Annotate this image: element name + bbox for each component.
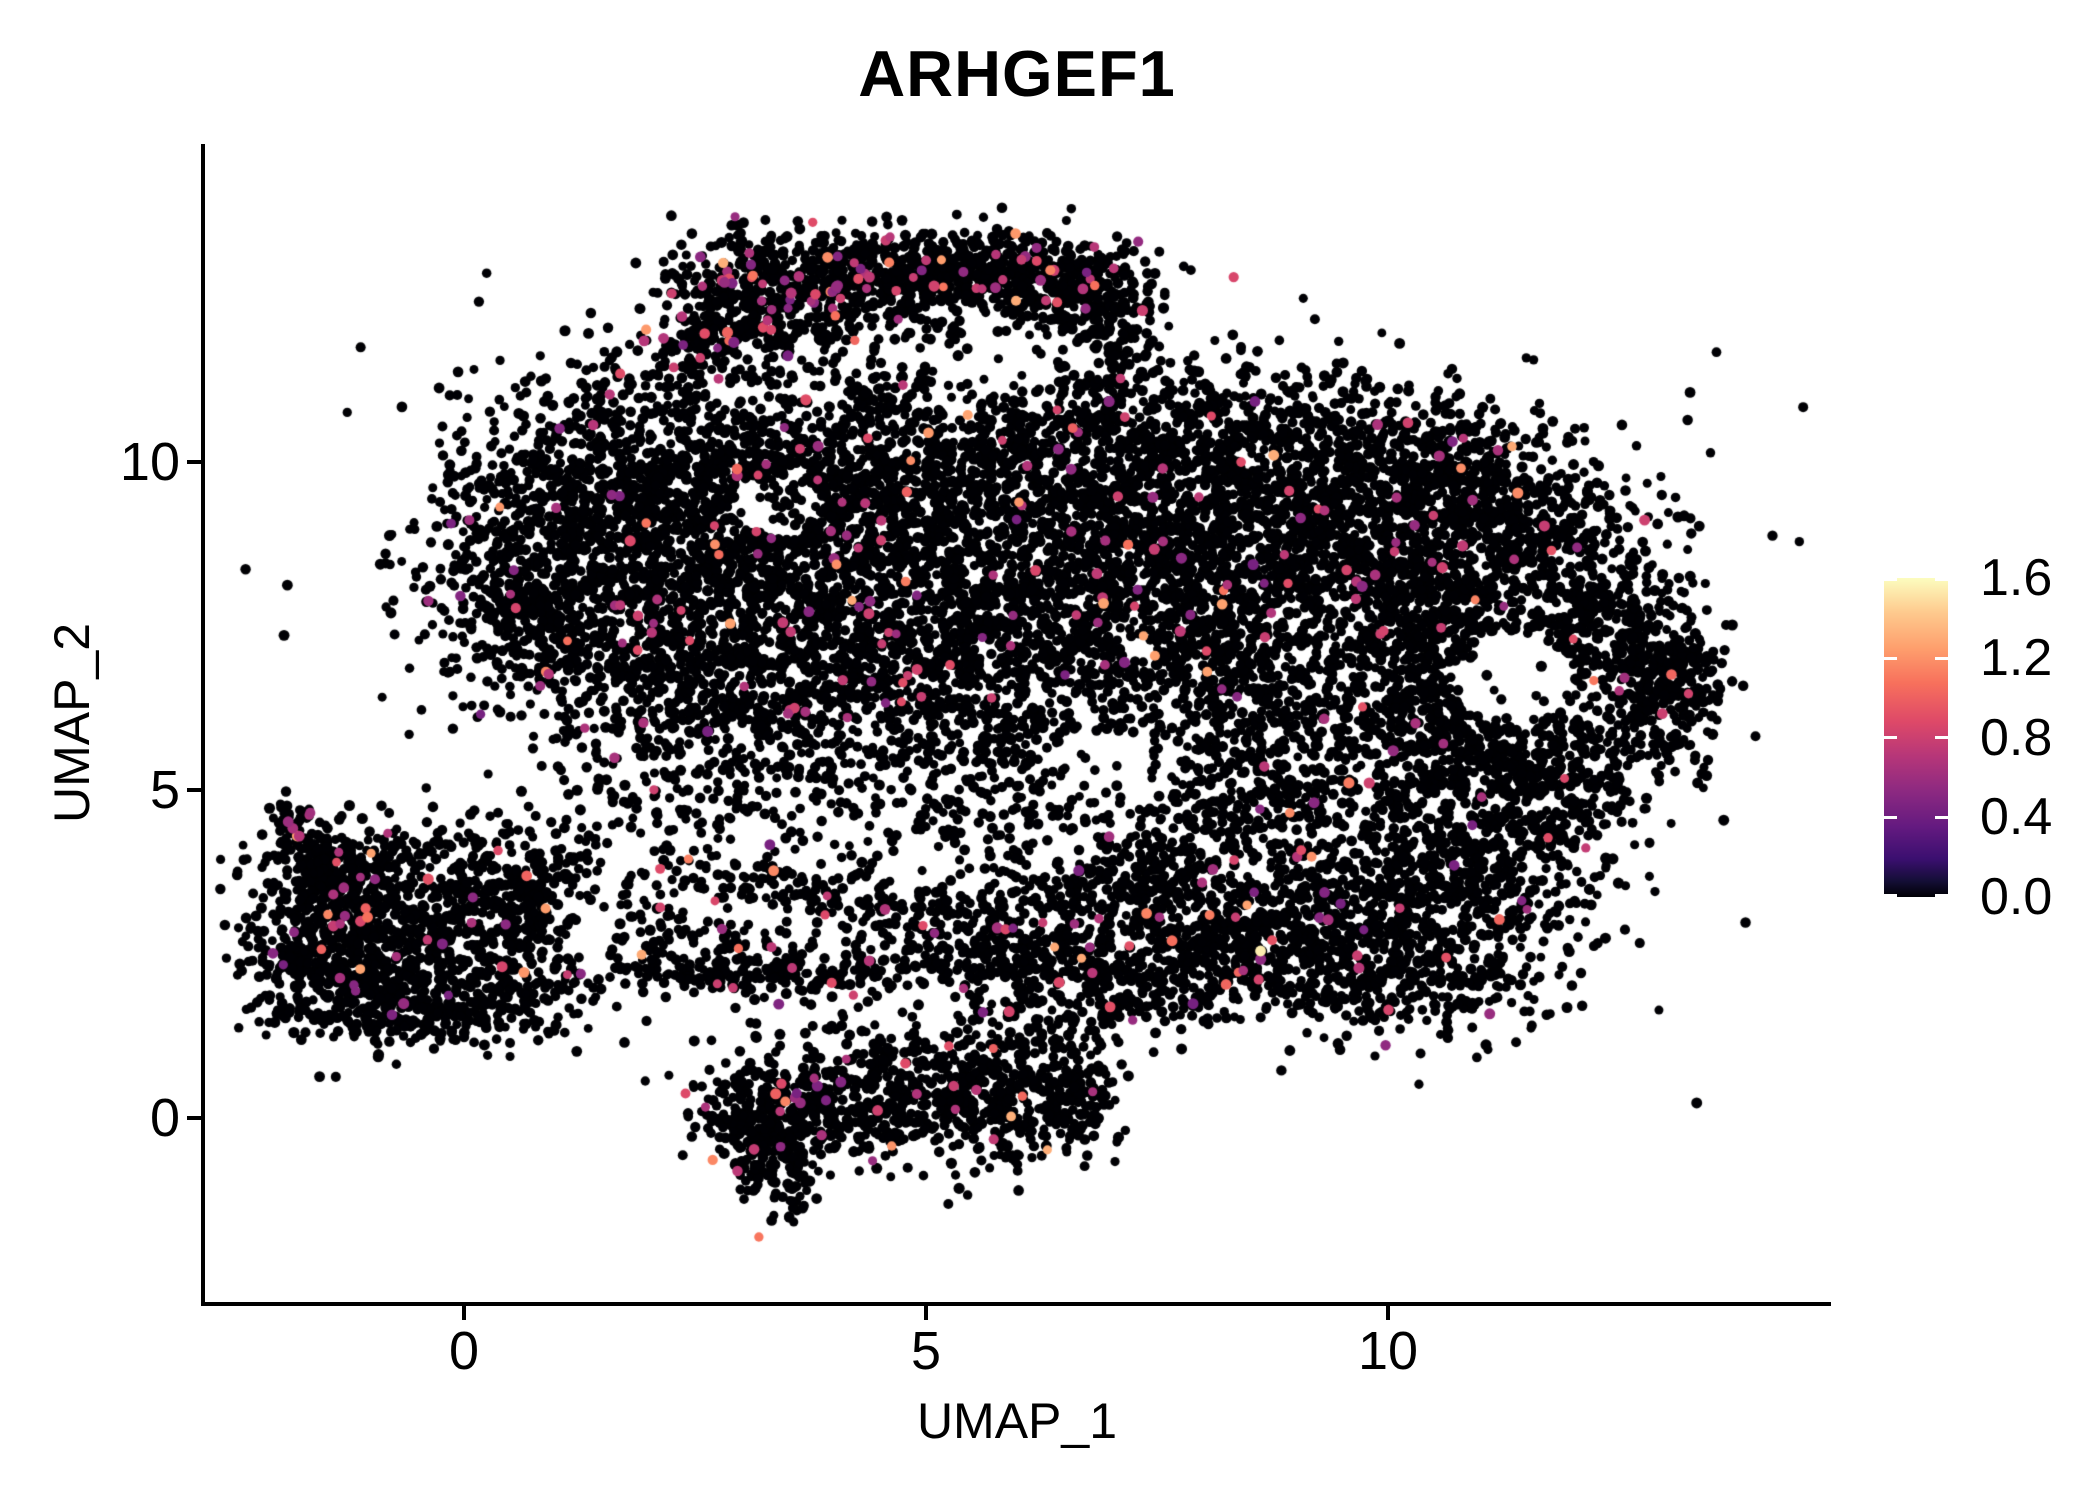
y-tick-10 <box>187 460 201 464</box>
colorbar-notch-1p2-r <box>1935 657 1948 660</box>
y-axis-title: UMAP_2 <box>44 622 100 824</box>
colorbar-label-0p4: 0.4 <box>1980 788 2053 846</box>
x-tick-0 <box>462 1306 466 1320</box>
x-axis-title: UMAP_1 <box>916 1393 1118 1449</box>
colorbar-notch-1p2-l <box>1884 657 1897 660</box>
colorbar-notch-1p6-l <box>1884 578 1897 581</box>
y-axis-line <box>201 144 205 1306</box>
x-axis-line <box>201 1302 1831 1306</box>
y-tick-label-5: 5 <box>149 760 180 820</box>
y-tick-label-0: 0 <box>149 1088 180 1148</box>
colorbar-notch-0p0-r <box>1935 894 1948 897</box>
colorbar-label-1p6: 1.6 <box>1980 549 2053 607</box>
colorbar-notch-0p8-r <box>1935 736 1948 739</box>
x-tick-10 <box>1386 1306 1390 1320</box>
y-tick-0 <box>187 1116 201 1120</box>
x-tick-label-5: 5 <box>910 1321 942 1381</box>
colorbar-label-0p0: 0.0 <box>1980 868 2053 926</box>
colorbar-notch-0p8-l <box>1884 736 1897 739</box>
colorbar-notch-0p4-l <box>1884 816 1897 819</box>
colorbar-gradient <box>1884 578 1948 897</box>
x-tick-5 <box>924 1306 928 1320</box>
colorbar-label-1p2: 1.2 <box>1980 629 2053 687</box>
colorbar-label-0p8: 0.8 <box>1980 709 2053 767</box>
y-tick-label-10: 10 <box>119 432 180 492</box>
y-tick-5 <box>187 788 201 792</box>
x-tick-label-0: 0 <box>448 1321 480 1381</box>
x-tick-label-10: 10 <box>1357 1321 1419 1381</box>
colorbar-notch-1p6-r <box>1935 578 1948 581</box>
colorbar-notch-0p0-l <box>1884 894 1897 897</box>
colorbar-notch-0p4-r <box>1935 816 1948 819</box>
plot-title: ARHGEF1 <box>858 37 1176 110</box>
